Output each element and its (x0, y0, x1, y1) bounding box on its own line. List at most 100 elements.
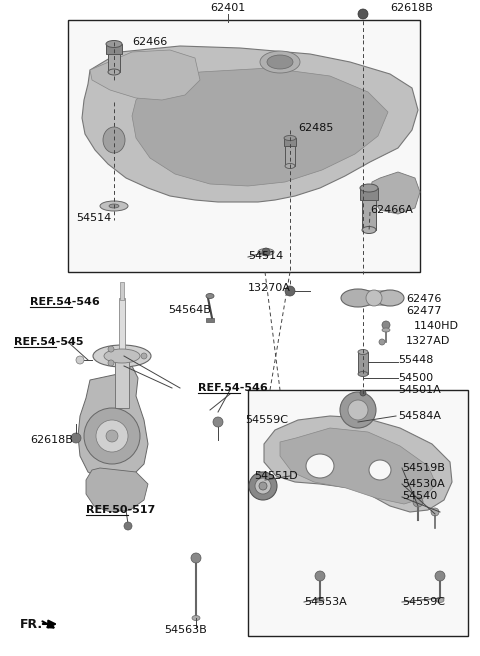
Ellipse shape (284, 136, 296, 140)
Circle shape (106, 430, 118, 442)
Polygon shape (82, 46, 418, 202)
Text: 54519B: 54519B (402, 463, 445, 473)
Circle shape (285, 286, 295, 296)
Circle shape (76, 356, 84, 364)
Circle shape (379, 339, 385, 345)
Circle shape (431, 508, 439, 516)
Text: 1327AD: 1327AD (406, 336, 450, 346)
Text: 54514: 54514 (248, 251, 283, 261)
Circle shape (340, 392, 376, 428)
Text: 54500: 54500 (398, 373, 433, 383)
Ellipse shape (285, 163, 295, 169)
Text: 62466: 62466 (132, 37, 167, 47)
Ellipse shape (106, 41, 122, 47)
Text: 54564B: 54564B (168, 305, 211, 315)
Text: 62476: 62476 (406, 294, 442, 304)
Ellipse shape (382, 328, 390, 332)
Text: 62477: 62477 (406, 306, 442, 316)
Ellipse shape (258, 249, 274, 255)
Bar (120, 282, 124, 300)
Polygon shape (264, 416, 452, 512)
Circle shape (84, 408, 140, 464)
Circle shape (435, 571, 445, 581)
Circle shape (413, 497, 423, 507)
Bar (119, 298, 125, 356)
Polygon shape (78, 366, 148, 482)
Text: 13270A: 13270A (248, 283, 291, 293)
Text: 54540: 54540 (402, 491, 437, 501)
Ellipse shape (360, 184, 378, 192)
Circle shape (141, 353, 147, 359)
Ellipse shape (100, 201, 128, 211)
Bar (284, 138, 296, 146)
Ellipse shape (263, 251, 269, 253)
Bar (248, 390, 468, 636)
Ellipse shape (192, 615, 200, 621)
Text: FR.: FR. (20, 617, 43, 630)
Ellipse shape (267, 55, 293, 69)
Circle shape (348, 400, 368, 420)
Circle shape (71, 433, 81, 443)
Ellipse shape (369, 460, 391, 480)
Ellipse shape (255, 478, 271, 494)
Text: REF.54-546: REF.54-546 (30, 297, 100, 307)
Polygon shape (280, 428, 436, 504)
Text: 54553A: 54553A (304, 597, 347, 607)
Ellipse shape (103, 127, 125, 153)
Polygon shape (132, 68, 388, 186)
Ellipse shape (306, 454, 334, 478)
Bar (106, 44, 122, 54)
Ellipse shape (206, 293, 214, 298)
Circle shape (108, 346, 114, 352)
Ellipse shape (93, 345, 151, 367)
Bar (206, 318, 214, 322)
Bar (358, 352, 368, 374)
Bar (115, 356, 129, 408)
FancyArrowPatch shape (42, 621, 54, 628)
Text: 62618B: 62618B (390, 3, 433, 13)
Text: 62401: 62401 (210, 3, 246, 13)
Ellipse shape (104, 349, 140, 363)
Text: 54551D: 54551D (254, 471, 298, 481)
Ellipse shape (109, 204, 119, 208)
Polygon shape (370, 172, 420, 214)
Text: 62618B: 62618B (30, 435, 73, 445)
Ellipse shape (260, 51, 300, 73)
Ellipse shape (358, 350, 368, 354)
Text: REF.50-517: REF.50-517 (86, 505, 155, 515)
Text: 55448: 55448 (398, 355, 433, 365)
Polygon shape (90, 50, 200, 100)
Text: 54584A: 54584A (398, 411, 441, 421)
Ellipse shape (366, 290, 382, 306)
Bar (285, 146, 295, 166)
Bar (360, 188, 378, 200)
Circle shape (96, 420, 128, 452)
Text: 54530A: 54530A (402, 479, 445, 489)
Text: 54501A: 54501A (398, 385, 441, 395)
Text: 62466A: 62466A (370, 205, 413, 215)
Bar (358, 290, 390, 306)
Circle shape (213, 417, 223, 427)
Text: 54559C: 54559C (402, 597, 445, 607)
Ellipse shape (259, 482, 267, 490)
Circle shape (262, 248, 270, 256)
Text: REF.54-545: REF.54-545 (14, 337, 84, 347)
Text: 54514: 54514 (76, 213, 111, 223)
Ellipse shape (341, 289, 375, 307)
Ellipse shape (376, 290, 404, 306)
Text: 54563B: 54563B (165, 625, 207, 635)
Circle shape (358, 9, 368, 19)
Ellipse shape (249, 472, 277, 500)
Bar (68, 20, 420, 272)
Circle shape (124, 522, 132, 530)
Circle shape (191, 553, 201, 563)
Text: REF.54-546: REF.54-546 (198, 383, 268, 393)
Text: 62485: 62485 (298, 123, 334, 133)
Circle shape (108, 360, 114, 366)
Ellipse shape (108, 69, 120, 75)
Ellipse shape (362, 226, 376, 234)
Circle shape (360, 390, 366, 396)
Bar (108, 54, 120, 72)
Polygon shape (86, 468, 148, 512)
Circle shape (382, 321, 390, 329)
